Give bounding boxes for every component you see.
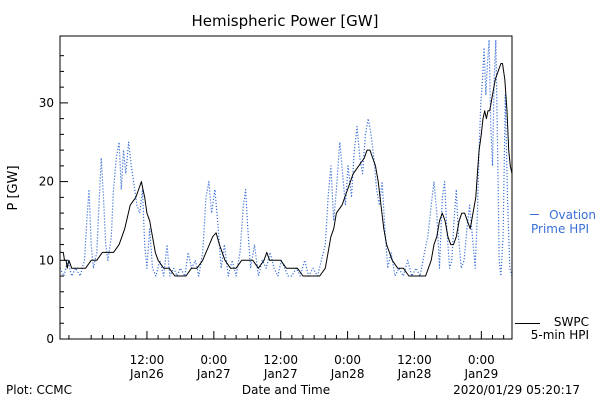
axes-layer: 010203012:00Jan260:00Jan2712:00Jan270:00… bbox=[39, 55, 505, 381]
x-tick-date-label: Jan29 bbox=[463, 367, 498, 381]
plot-frame bbox=[59, 35, 513, 340]
legend-swpc-line2: 5-min HPI bbox=[531, 328, 589, 342]
legend-ovation-line2: Prime HPI bbox=[531, 222, 589, 236]
x-tick-date-label: Jan28 bbox=[397, 367, 432, 381]
x-tick-date-label: Jan26 bbox=[129, 367, 164, 381]
x-tick-time-label: 0:00 bbox=[334, 353, 361, 367]
x-tick-date-label: Jan27 bbox=[263, 367, 298, 381]
x-tick-time-label: 12:00 bbox=[263, 353, 298, 367]
x-tick-time-label: 0:00 bbox=[200, 353, 227, 367]
series-ovation-line bbox=[59, 39, 513, 277]
y-tick-label: 30 bbox=[39, 96, 54, 110]
plot-source-label: Plot: CCMC bbox=[6, 383, 72, 397]
y-tick-label: 20 bbox=[39, 175, 54, 189]
y-tick-label: 10 bbox=[39, 253, 54, 267]
x-tick-date-label: Jan28 bbox=[330, 367, 365, 381]
chart-title: Hemispheric Power [GW] bbox=[192, 12, 379, 30]
y-axis-label: P [GW] bbox=[6, 165, 21, 210]
legend-ovation-line1: Ovation bbox=[549, 208, 596, 222]
y-tick-label: 0 bbox=[46, 332, 54, 346]
plot-timestamp: 2020/01/29 05:20:17 bbox=[453, 383, 580, 397]
legend-swpc-line1: SWPC bbox=[554, 315, 589, 329]
series-layer bbox=[59, 39, 513, 277]
legend-swpc: SWPC 5-min HPI bbox=[515, 315, 589, 342]
x-tick-time-label: 12:00 bbox=[130, 353, 165, 367]
x-axis-label: Date and Time bbox=[242, 383, 330, 397]
x-tick-date-label: Jan27 bbox=[196, 367, 231, 381]
x-tick-time-label: 12:00 bbox=[397, 353, 432, 367]
legend-ovation: Ovation Prime HPI bbox=[530, 208, 596, 236]
x-tick-time-label: 0:00 bbox=[468, 353, 495, 367]
series-swpc-line bbox=[60, 63, 513, 277]
